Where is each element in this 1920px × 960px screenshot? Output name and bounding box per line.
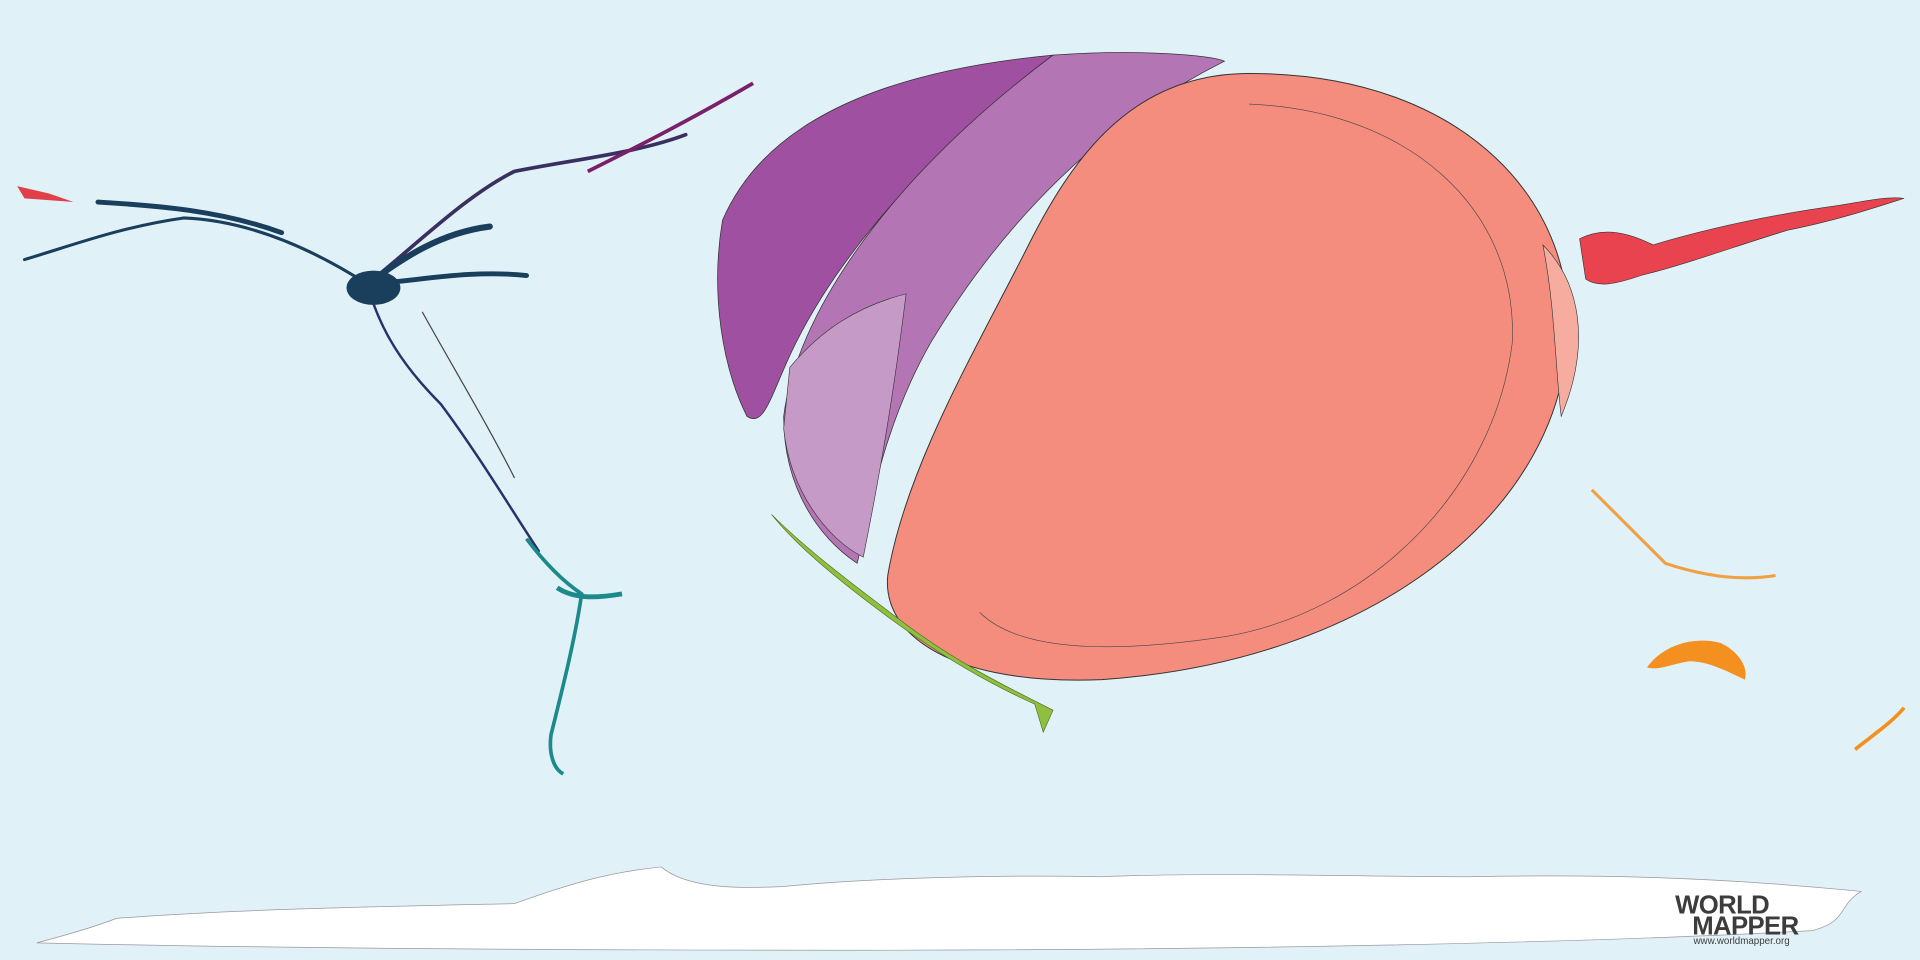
region-orange-asia — [1590, 488, 1776, 580]
logo: WORLD MAPPER www.worldmapper.org — [1675, 891, 1800, 947]
region-salmon-east — [1542, 243, 1579, 418]
region-purple-dark — [717, 54, 1055, 419]
logo-line2: MAPPER — [1692, 912, 1799, 940]
logo-line1: WORLD — [1675, 891, 1769, 919]
region-salmon — [886, 72, 1569, 681]
australia — [1646, 640, 1746, 680]
region-purple-light — [783, 293, 907, 558]
region-green — [771, 514, 1054, 734]
antarctica — [36, 866, 1863, 951]
region-red — [1579, 197, 1905, 285]
north-america-core — [346, 270, 401, 305]
logo-url: www.worldmapper.org — [1692, 936, 1789, 947]
new-zealand — [1853, 706, 1906, 751]
north-america-east — [586, 81, 754, 174]
south-america — [525, 537, 584, 776]
alaska — [17, 186, 74, 203]
south-america-east — [555, 585, 623, 600]
region-salmon-border — [979, 103, 1513, 648]
